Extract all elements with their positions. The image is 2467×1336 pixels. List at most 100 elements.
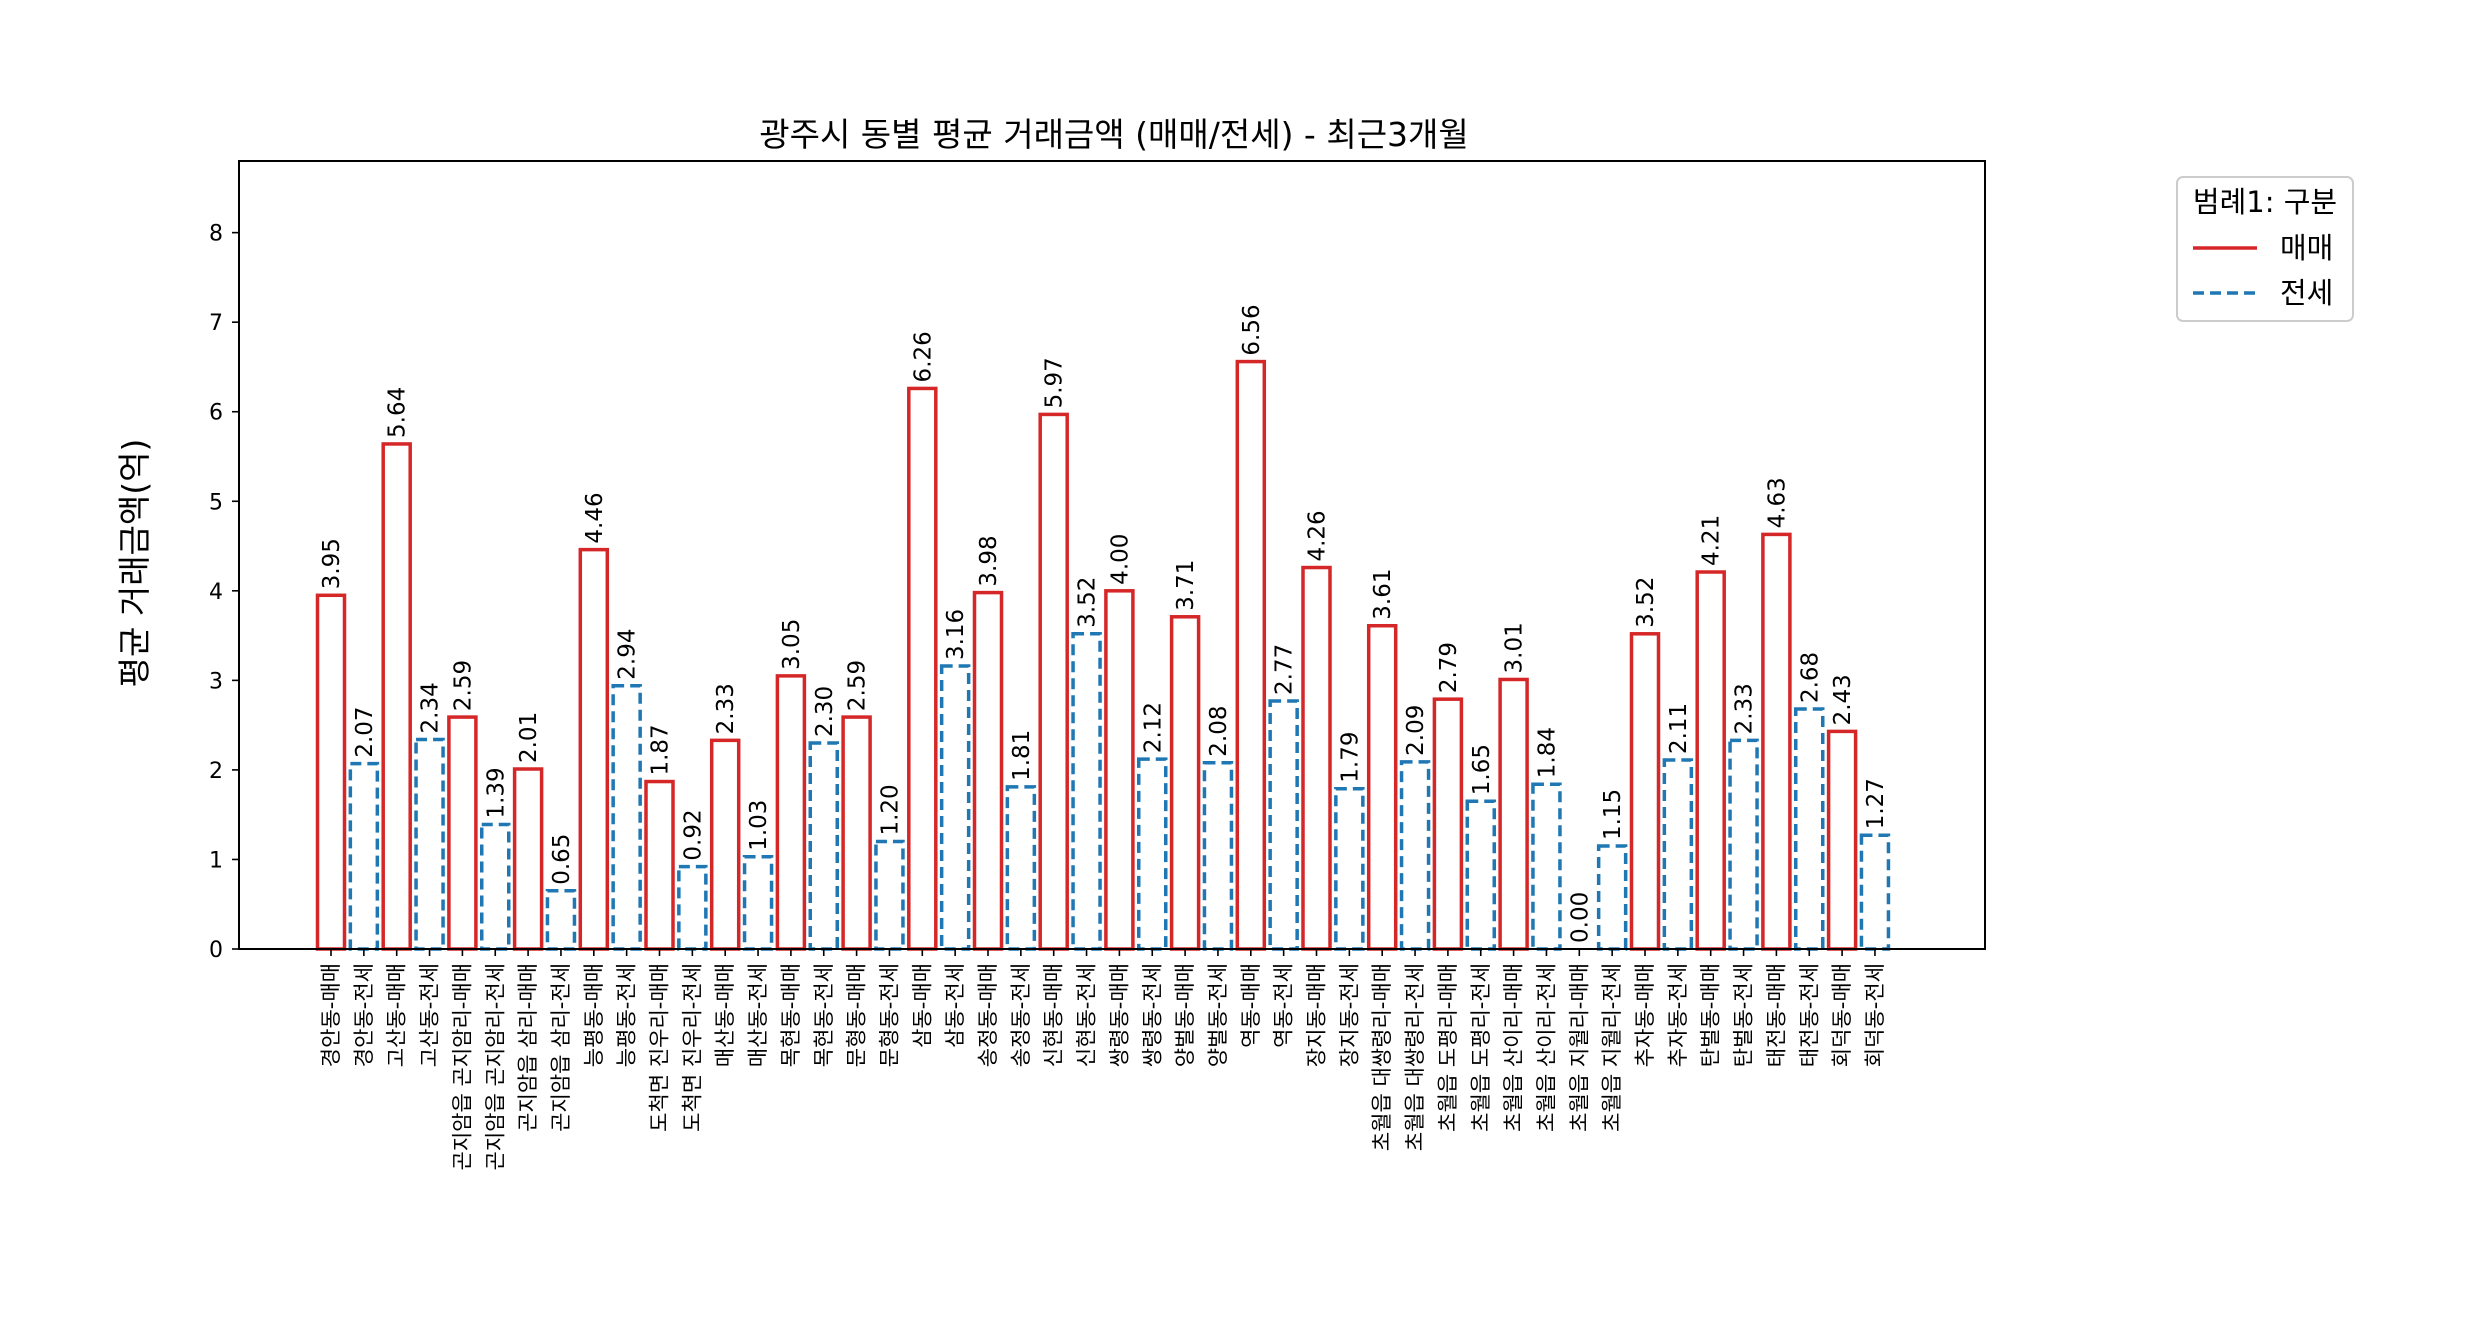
bar-jeonse <box>1005 785 1037 951</box>
x-tick-label: 초월읍 지월리-전세 <box>1600 963 1624 1132</box>
x-tick-label: 경안동-전세 <box>352 963 376 1067</box>
bar-value-label: 4.00 <box>1107 534 1133 585</box>
legend-label-jeonse: 전세 <box>2280 276 2333 310</box>
bar-value-label: 4.63 <box>1764 477 1790 528</box>
bar-value-label: 4.21 <box>1699 515 1725 566</box>
bar-value-label: 6.26 <box>910 331 936 382</box>
x-tick-label: 장지동-전세 <box>1337 963 1361 1067</box>
x-tick-label: 초월읍 산이리-매매 <box>1502 963 1526 1132</box>
legend-label-sale: 매매 <box>2280 231 2333 265</box>
x-tick-label: 고산동-매매 <box>385 963 409 1067</box>
bar-value-label: 0.92 <box>680 809 706 860</box>
y-tick-label: 1 <box>209 848 223 873</box>
bar-jeonse <box>611 683 642 951</box>
legend-box <box>2176 176 2354 322</box>
bar-value-label: 2.59 <box>450 660 476 711</box>
x-tick-label: 송정동-매매 <box>976 963 1000 1067</box>
bar-value-label: 3.01 <box>1502 622 1528 673</box>
bar-value-label: 1.65 <box>1469 744 1495 795</box>
bar-value-label: 0.65 <box>549 834 575 885</box>
x-tick-label: 곤지암읍 곤지암리-매매 <box>450 963 474 1170</box>
x-tick-label: 목현동-매매 <box>779 963 803 1067</box>
x-tick-label: 양벌동-매매 <box>1173 963 1197 1067</box>
x-tick-label: 추자동-전세 <box>1666 963 1690 1067</box>
x-tick-label: 추자동-매매 <box>1633 963 1657 1067</box>
x-tick-label: 태전동-전세 <box>1797 963 1821 1067</box>
bar-value-label: 3.98 <box>976 535 1002 586</box>
bar-value-label: 1.39 <box>483 767 509 818</box>
bar-value-label: 5.64 <box>385 387 411 438</box>
bar-value-label: 1.27 <box>1863 778 1889 829</box>
bar-value-label: 2.11 <box>1666 703 1692 754</box>
bar-jeonse <box>1728 738 1759 951</box>
bar-value-label: 2.12 <box>1140 702 1166 753</box>
bar-value-label: 2.07 <box>352 706 378 757</box>
bar-value-label: 3.52 <box>1633 577 1659 628</box>
x-tick-label: 태전동-매매 <box>1764 963 1788 1067</box>
x-tick-label: 장지동-매매 <box>1305 963 1329 1067</box>
x-tick-label: 곤지암읍 곤지암리-전세 <box>483 963 507 1170</box>
x-tick-label: 능평동-전세 <box>615 963 639 1067</box>
bar-value-label: 2.77 <box>1272 644 1298 695</box>
x-tick-label: 곤지암읍 삼리-매매 <box>516 963 540 1132</box>
bar-value-label: 2.33 <box>713 683 739 734</box>
bar-jeonse <box>545 889 577 951</box>
bar-value-label: 5.97 <box>1042 357 1068 408</box>
bar-value-label: 1.84 <box>1534 727 1560 778</box>
bar-value-label: 1.87 <box>648 724 674 775</box>
bar-value-label: 4.46 <box>582 492 608 543</box>
y-tick-label: 2 <box>209 759 223 784</box>
bar-value-label: 1.03 <box>746 800 772 851</box>
x-tick-label: 신현동-매매 <box>1042 963 1066 1067</box>
bar-value-label: 3.95 <box>319 538 345 589</box>
x-tick-label: 삼동-매매 <box>910 963 934 1048</box>
x-tick-label: 도척면 진우리-매매 <box>648 963 672 1132</box>
legend: 범례1: 구분 매매 전세 <box>2176 176 2354 322</box>
y-tick-label: 4 <box>209 580 223 605</box>
x-tick-label: 탄벌동-전세 <box>1732 963 1756 1067</box>
bar-value-label: 2.59 <box>845 660 871 711</box>
x-tick-label: 초월읍 도평리-매매 <box>1436 963 1460 1132</box>
x-tick-label: 쌍령동-매매 <box>1107 963 1131 1067</box>
bar-jeonse <box>480 822 511 951</box>
bar-value-label: 3.05 <box>779 619 805 670</box>
x-tick-label: 쌍령동-전세 <box>1140 963 1164 1067</box>
x-tick-label: 고산동-전세 <box>418 963 442 1067</box>
x-tick-label: 탄벌동-매매 <box>1699 963 1723 1067</box>
bar-value-label: 3.61 <box>1370 569 1396 620</box>
bar-value-label: 0.00 <box>1567 892 1593 943</box>
x-tick-label: 매산동-전세 <box>746 963 770 1067</box>
x-tick-label: 회덕동-전세 <box>1863 963 1887 1067</box>
x-tick-label: 회덕동-매매 <box>1830 963 1854 1067</box>
bar-value-label: 3.52 <box>1075 577 1101 628</box>
x-tick-label: 매산동-매매 <box>713 963 737 1067</box>
y-tick-label: 6 <box>209 401 223 426</box>
bar-value-label: 2.30 <box>812 686 838 737</box>
x-tick-label: 경안동-매매 <box>319 963 343 1067</box>
y-tick-label: 7 <box>209 311 223 336</box>
bar-value-label: 4.26 <box>1305 510 1331 561</box>
x-tick-label: 문형동-매매 <box>845 963 869 1067</box>
bar-value-label: 2.79 <box>1436 642 1462 693</box>
x-tick-label: 능평동-매매 <box>582 963 606 1067</box>
bar-value-label: 3.71 <box>1173 560 1199 611</box>
x-tick-label: 역동-전세 <box>1272 963 1296 1048</box>
bar-jeonse <box>1334 786 1365 951</box>
plot-frame <box>238 160 1986 950</box>
bar-jeonse <box>1268 699 1299 951</box>
x-tick-label: 목현동-전세 <box>812 963 836 1067</box>
x-tick-label: 신현동-전세 <box>1075 963 1099 1067</box>
x-tick-label: 역동-매매 <box>1239 963 1263 1048</box>
x-tick-label: 도척면 진우리-전세 <box>680 963 704 1132</box>
x-tick-label: 송정동-전세 <box>1009 963 1033 1067</box>
bar-value-label: 2.94 <box>615 629 641 680</box>
bar-value-label: 1.79 <box>1337 731 1363 782</box>
y-axis: 0 1 2 3 4 5 6 7 8 <box>209 222 239 963</box>
legend-title: 범례1: 구분 <box>2193 185 2337 219</box>
x-tick-label: 삼동-전세 <box>943 963 967 1048</box>
bar-value-label: 2.08 <box>1206 706 1232 757</box>
y-tick-label: 5 <box>209 490 223 515</box>
x-axis: 경안동-매매 경안동-전세 고산동-매매 고산동-전세 곤지암읍 곤지암리-매매 곤지암읍… <box>319 949 1887 1170</box>
